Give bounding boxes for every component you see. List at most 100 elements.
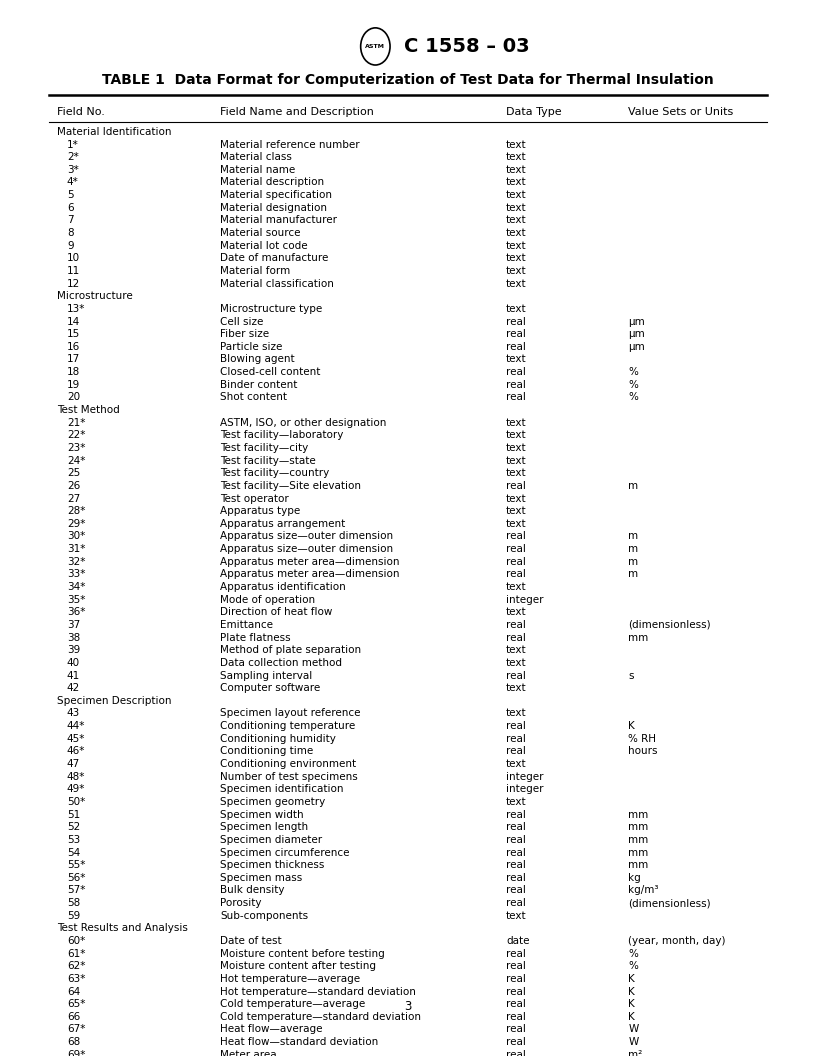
Text: Porosity: Porosity: [220, 898, 262, 908]
Text: 43: 43: [67, 709, 80, 718]
Text: 10: 10: [67, 253, 80, 263]
Text: kg: kg: [628, 873, 641, 883]
Text: real: real: [506, 810, 526, 819]
Text: Specimen layout reference: Specimen layout reference: [220, 709, 361, 718]
Text: Emittance: Emittance: [220, 620, 273, 630]
Text: 17: 17: [67, 355, 80, 364]
Text: Hot temperature—average: Hot temperature—average: [220, 974, 361, 984]
Text: Fiber size: Fiber size: [220, 329, 269, 339]
Text: Test Results and Analysis: Test Results and Analysis: [57, 923, 188, 934]
Text: real: real: [506, 986, 526, 997]
Text: (year, month, day): (year, month, day): [628, 936, 725, 946]
Text: Closed-cell content: Closed-cell content: [220, 367, 321, 377]
Text: Material class: Material class: [220, 152, 292, 163]
Text: m: m: [628, 531, 638, 542]
Text: Specimen geometry: Specimen geometry: [220, 797, 326, 807]
Text: 68: 68: [67, 1037, 80, 1048]
Text: Specimen length: Specimen length: [220, 823, 308, 832]
Text: integer: integer: [506, 785, 543, 794]
Text: Apparatus meter area—dimension: Apparatus meter area—dimension: [220, 557, 400, 567]
Text: Test operator: Test operator: [220, 493, 289, 504]
Text: Apparatus size—outer dimension: Apparatus size—outer dimension: [220, 531, 393, 542]
Text: s: s: [628, 671, 634, 680]
Text: real: real: [506, 734, 526, 743]
Text: Apparatus identification: Apparatus identification: [220, 582, 346, 592]
Text: text: text: [506, 190, 526, 201]
Text: μm: μm: [628, 342, 645, 352]
Text: real: real: [506, 531, 526, 542]
Text: 30*: 30*: [67, 531, 85, 542]
Text: real: real: [506, 620, 526, 630]
Text: 69*: 69*: [67, 1050, 86, 1056]
Text: Specimen width: Specimen width: [220, 810, 304, 819]
Text: 32*: 32*: [67, 557, 86, 567]
Text: Material lot code: Material lot code: [220, 241, 308, 250]
Text: Field No.: Field No.: [57, 108, 105, 117]
Text: real: real: [506, 999, 526, 1010]
Text: 66: 66: [67, 1012, 80, 1022]
Text: real: real: [506, 974, 526, 984]
Text: ASTM, ISO, or other designation: ASTM, ISO, or other designation: [220, 418, 387, 428]
Text: 3*: 3*: [67, 165, 78, 175]
Text: 23*: 23*: [67, 442, 86, 453]
Text: Specimen thickness: Specimen thickness: [220, 861, 325, 870]
Text: 58: 58: [67, 898, 80, 908]
Text: 33*: 33*: [67, 569, 86, 580]
Text: 55*: 55*: [67, 861, 86, 870]
Text: Date of test: Date of test: [220, 936, 282, 946]
Text: 14: 14: [67, 317, 80, 326]
Text: 48*: 48*: [67, 772, 86, 781]
Text: m: m: [628, 557, 638, 567]
Text: real: real: [506, 747, 526, 756]
Text: 15: 15: [67, 329, 80, 339]
Text: TABLE 1  Data Format for Computerization of Test Data for Thermal Insulation: TABLE 1 Data Format for Computerization …: [102, 74, 714, 88]
Text: real: real: [506, 1012, 526, 1022]
Text: Cold temperature—average: Cold temperature—average: [220, 999, 366, 1010]
Text: 36*: 36*: [67, 607, 86, 618]
Text: 13*: 13*: [67, 304, 86, 314]
Text: m: m: [628, 480, 638, 491]
Text: Apparatus arrangement: Apparatus arrangement: [220, 518, 345, 529]
Text: text: text: [506, 910, 526, 921]
Text: 3: 3: [404, 1000, 412, 1013]
Text: text: text: [506, 493, 526, 504]
Text: 61*: 61*: [67, 948, 86, 959]
Text: real: real: [506, 823, 526, 832]
Text: Material classification: Material classification: [220, 279, 335, 288]
Text: 62*: 62*: [67, 961, 86, 972]
Text: 22*: 22*: [67, 431, 86, 440]
Text: 38: 38: [67, 633, 80, 643]
Text: text: text: [506, 279, 526, 288]
Text: Heat flow—standard deviation: Heat flow—standard deviation: [220, 1037, 379, 1048]
Text: Test facility—country: Test facility—country: [220, 468, 330, 478]
Text: text: text: [506, 683, 526, 693]
Text: real: real: [506, 721, 526, 731]
Text: Material name: Material name: [220, 165, 295, 175]
Text: Conditioning time: Conditioning time: [220, 747, 313, 756]
Text: text: text: [506, 455, 526, 466]
Text: K: K: [628, 721, 635, 731]
Text: text: text: [506, 215, 526, 225]
Text: Conditioning environment: Conditioning environment: [220, 759, 357, 769]
Text: text: text: [506, 177, 526, 188]
Text: 35*: 35*: [67, 595, 86, 605]
Text: 6: 6: [67, 203, 73, 212]
Text: text: text: [506, 518, 526, 529]
Text: (dimensionless): (dimensionless): [628, 620, 711, 630]
Text: 12: 12: [67, 279, 80, 288]
Text: %: %: [628, 393, 638, 402]
Text: Microstructure: Microstructure: [57, 291, 133, 301]
Text: Test facility—state: Test facility—state: [220, 455, 316, 466]
Text: (dimensionless): (dimensionless): [628, 898, 711, 908]
Text: text: text: [506, 468, 526, 478]
Text: Material source: Material source: [220, 228, 301, 238]
Text: 9: 9: [67, 241, 73, 250]
Text: m: m: [628, 569, 638, 580]
Text: 54: 54: [67, 848, 80, 857]
Text: text: text: [506, 658, 526, 667]
Text: Material form: Material form: [220, 266, 290, 276]
Text: Sampling interval: Sampling interval: [220, 671, 313, 680]
Text: Bulk density: Bulk density: [220, 885, 285, 895]
Text: 21*: 21*: [67, 418, 86, 428]
Text: real: real: [506, 671, 526, 680]
